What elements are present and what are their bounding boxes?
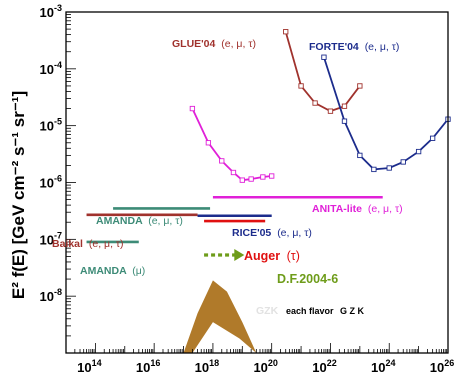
rice-flavors: (e, μ, τ) [277, 227, 312, 239]
curve-marker [321, 54, 327, 60]
anita-label: ANITA-lite (e, μ, τ) [312, 203, 403, 215]
x-tick-exponent: 24 [385, 358, 395, 368]
curve-marker [219, 158, 225, 164]
amanda-all-label: AMANDA (e, μ, τ) [96, 215, 183, 227]
y-tick-base: 10 [40, 119, 54, 134]
auger-name: Auger [244, 249, 280, 263]
curve-marker [386, 165, 392, 171]
x-tick-exponent: 14 [92, 358, 102, 368]
curve-marker [371, 166, 377, 173]
gzk-ghost-label: GZK [256, 305, 279, 317]
y-tick-exponent: -3 [54, 3, 62, 13]
curve-marker [357, 152, 363, 159]
baikal-label: Baikal (e, μ, τ) [52, 238, 124, 250]
forte-name: FORTE'04 [309, 41, 359, 53]
y-tick-exponent: -8 [54, 287, 62, 297]
curve-marker [260, 174, 266, 180]
y-tick-label: 10-3 [40, 3, 62, 20]
forte-flavors: (e, μ, τ) [365, 41, 400, 53]
curve-marker [189, 105, 196, 112]
y-tick-exponent: -4 [54, 60, 62, 70]
y-tick-base: 10 [40, 232, 54, 247]
curve-marker [341, 118, 348, 124]
y-tick-label: 10-5 [40, 117, 62, 134]
y-tick-label: 10-6 [40, 174, 62, 191]
curve-marker [230, 169, 237, 176]
x-tick-exponent: 20 [268, 358, 278, 368]
x-tick-exponent: 18 [209, 358, 219, 368]
curve-marker [269, 173, 275, 179]
x-tick-label: 1024 [371, 358, 395, 375]
anita-name: ANITA-lite [312, 203, 362, 215]
glue-flavors: (e, μ, τ) [221, 38, 256, 50]
x-tick-exponent: 26 [444, 358, 454, 368]
curve-marker [239, 177, 245, 183]
x-tick-base: 10 [77, 360, 91, 375]
each-flavor-text: each flavor [286, 306, 334, 316]
x-tick-base: 10 [312, 360, 326, 375]
x-tick-label: 1026 [430, 358, 454, 375]
gzk-text: G Z K [340, 306, 364, 316]
curve-marker [298, 83, 304, 89]
curve-marker [312, 100, 318, 106]
glue-label: GLUE'04 (e, μ, τ) [172, 38, 256, 50]
x-tick-base: 10 [136, 360, 150, 375]
curve-marker [248, 176, 254, 182]
curve-line [284, 31, 361, 113]
y-tick-label: 10-4 [40, 60, 62, 77]
each-flavor-label: each flavor G Z K [286, 306, 365, 316]
forte-label: FORTE'04 (e, μ, τ) [309, 41, 399, 53]
gzk-band [183, 280, 257, 353]
tick-labels-layer: 1014 1016 1018 1020 1022 1024 102610-810-710-6… [40, 3, 455, 375]
df-label: D.F.2004-6 [277, 272, 338, 286]
axes-layer [65, 11, 449, 354]
x-tick-base: 10 [253, 360, 267, 375]
auger-flavor: (τ) [287, 249, 300, 263]
curve-marker [205, 140, 212, 146]
limits-layer [86, 195, 383, 262]
auger-label: Auger (τ) [244, 249, 300, 263]
curve-marker [283, 29, 289, 35]
x-tick-label: 1020 [253, 358, 277, 375]
x-tick-label: 1018 [195, 358, 219, 375]
x-tick-exponent: 22 [327, 358, 337, 368]
x-tick-base: 10 [195, 360, 209, 375]
amanda-mu-name: AMANDA [80, 265, 127, 277]
y-tick-label: 10-7 [40, 230, 62, 247]
rice-name: RICE'05 [232, 227, 271, 239]
curve-marker [429, 135, 436, 141]
x-tick-label: 1016 [136, 358, 160, 375]
glue-name: GLUE'04 [172, 38, 216, 50]
y-tick-label: 10-8 [40, 287, 62, 304]
amanda-mu-flavor: (μ) [132, 265, 145, 277]
df-projection-arrowhead [234, 249, 245, 262]
curve-marker [357, 83, 363, 89]
baikal-name: Baikal [52, 238, 83, 250]
gzk-band-layer [183, 280, 257, 353]
x-tick-label: 1014 [77, 358, 101, 375]
amanda-all-flavors: (e, μ, τ) [148, 215, 183, 227]
amanda-mu-label: AMANDA (μ) [80, 265, 145, 277]
y-tick-exponent: -7 [54, 230, 62, 240]
curve-marker [327, 108, 334, 114]
x-tick-base: 10 [430, 360, 444, 375]
rice-label: RICE'05 (e, μ, τ) [232, 227, 312, 239]
curve-marker [400, 159, 406, 165]
x-tick-exponent: 16 [150, 358, 160, 368]
y-tick-base: 10 [40, 289, 54, 304]
y-tick-base: 10 [40, 176, 54, 191]
y-tick-base: 10 [40, 5, 54, 20]
y-tick-base: 10 [40, 62, 54, 77]
curve-marker [415, 148, 422, 155]
anita-flavors: (e, μ, τ) [368, 203, 403, 215]
curve-marker [341, 103, 348, 109]
y-tick-exponent: -5 [54, 117, 62, 127]
baikal-flavors: (e, μ, τ) [89, 238, 124, 250]
x-tick-label: 1022 [312, 358, 336, 375]
x-tick-base: 10 [371, 360, 385, 375]
amanda-all-name: AMANDA [96, 215, 143, 227]
y-tick-exponent: -6 [54, 174, 62, 184]
y-axis-title: E² f(E) [GeV cm⁻² s⁻¹ sr⁻¹] [9, 91, 28, 299]
